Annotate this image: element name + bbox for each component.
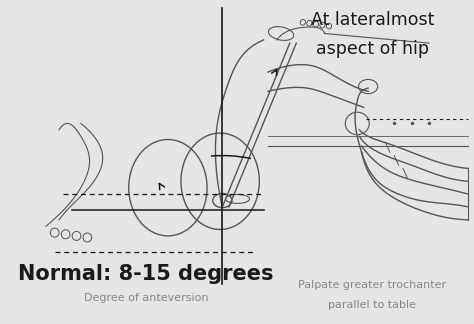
Text: aspect of hip: aspect of hip (316, 40, 429, 58)
Text: Palpate greater trochanter: Palpate greater trochanter (299, 281, 447, 291)
Text: At lateralmost: At lateralmost (311, 11, 434, 29)
Text: Degree of anteversion: Degree of anteversion (84, 293, 209, 303)
Text: parallel to table: parallel to table (328, 300, 417, 310)
Text: Normal: 8-15 degrees: Normal: 8-15 degrees (18, 264, 274, 284)
